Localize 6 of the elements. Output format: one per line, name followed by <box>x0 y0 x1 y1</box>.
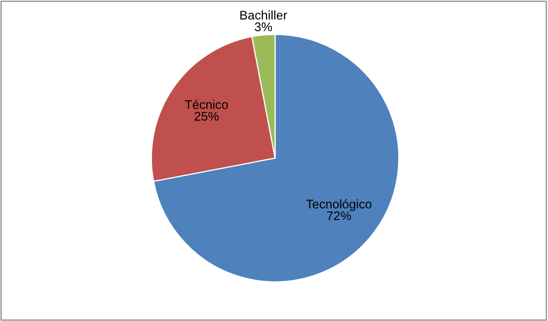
data-label: 25% <box>194 112 219 121</box>
slice-label: Bachiller <box>240 10 288 20</box>
slice-label: Técnico <box>184 100 228 110</box>
slice-label: Tecnológico <box>306 199 372 211</box>
data-label: 3% <box>254 22 272 32</box>
data-label: 72% <box>327 211 352 220</box>
